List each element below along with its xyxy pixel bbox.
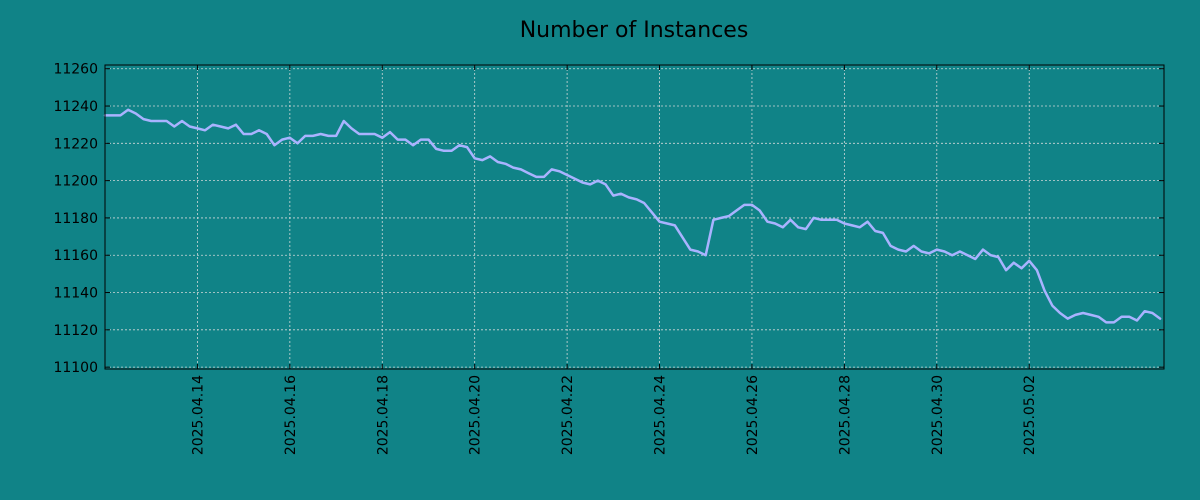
y-axis: 11100 11120 11140 11160 11180 11200 11220 11240… — [53, 62, 1164, 376]
y-tick-label: 11240 — [53, 99, 98, 115]
series-line-0 — [103, 108, 1162, 324]
plot-frame — [104, 64, 1165, 370]
x-tick-label: 2025.05.02 — [1022, 375, 1038, 455]
x-tick-label: 2025.04.24 — [653, 375, 669, 455]
x-tick-label: 2025.04.26 — [745, 375, 761, 455]
chart-title: Number of Instances — [520, 18, 749, 43]
plot-area — [103, 108, 1162, 324]
x-tick-label: 2025.04.18 — [375, 375, 391, 455]
x-tick-label: 2025.04.20 — [468, 375, 484, 455]
x-tick-label: 2025.04.22 — [560, 375, 576, 455]
y-tick-label: 11140 — [53, 286, 98, 302]
y-tick-label: 11220 — [53, 136, 98, 152]
y-tick-label: 11180 — [53, 211, 98, 227]
y-tick-label: 11260 — [53, 62, 98, 78]
y-tick-label: 11100 — [53, 360, 98, 376]
y-tick-label: 11200 — [53, 174, 98, 190]
grid-lines — [105, 65, 1164, 369]
x-tick-label: 2025.04.16 — [283, 375, 299, 455]
y-tick-label: 11160 — [53, 248, 98, 264]
x-axis: 2025.04.14 2025.04.16 2025.04.18 2025.04.20… — [190, 65, 1038, 455]
x-tick-label: 2025.04.30 — [930, 375, 946, 455]
x-tick-label: 2025.04.14 — [190, 375, 206, 455]
x-tick-label: 2025.04.28 — [837, 375, 853, 455]
y-tick-label: 11120 — [53, 323, 98, 339]
